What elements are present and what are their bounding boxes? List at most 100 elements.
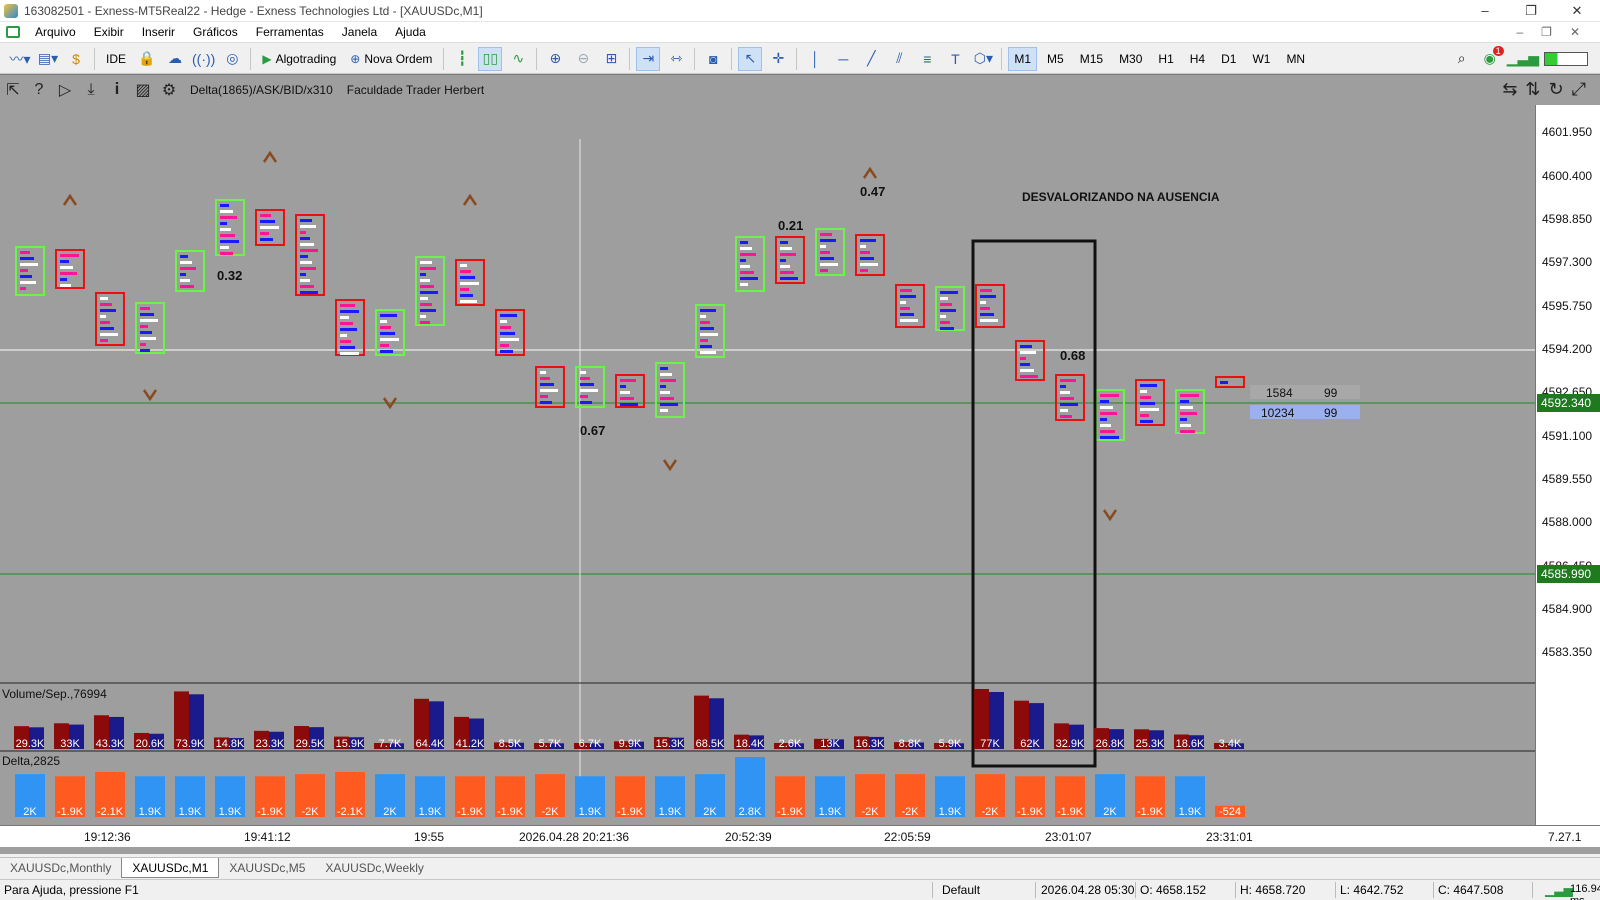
menu-ajuda[interactable]: Ajuda xyxy=(395,25,426,39)
timeframe-w1[interactable]: W1 xyxy=(1252,51,1271,66)
timeframe-d1[interactable]: D1 xyxy=(1221,51,1237,66)
chart-shift-icon[interactable]: ⇿ xyxy=(670,50,683,66)
cloud-icon[interactable]: ☁ xyxy=(168,50,183,66)
timeframe-m30[interactable]: M30 xyxy=(1119,51,1143,66)
footprint-volume-bar xyxy=(420,285,434,288)
delta-bar xyxy=(895,774,925,817)
line-chart-icon[interactable]: ∿ xyxy=(512,50,525,66)
delta-bar xyxy=(375,774,405,817)
channel-icon[interactable]: ⫽ xyxy=(896,50,903,66)
tab-m1[interactable]: XAUUSDc,M1 xyxy=(121,858,220,878)
volume-bar-sell xyxy=(414,698,429,749)
delta-value-label: -2.1K xyxy=(97,806,124,818)
volume-bar-buy xyxy=(949,743,964,749)
ide-button[interactable]: IDE xyxy=(106,51,127,66)
vertical-line-icon[interactable]: │ xyxy=(811,50,820,67)
timeframe-m15[interactable]: M15 xyxy=(1079,51,1104,66)
price-axis[interactable]: 4601.950 4600.400 4598.850 4597.300 4595.750… xyxy=(1535,105,1600,825)
algotrading-button[interactable]: ▶ Algotrading xyxy=(257,47,341,71)
trendline-icon[interactable]: ╱ xyxy=(867,50,876,66)
tab-m5[interactable]: XAUUSDc,M5 xyxy=(229,861,306,875)
zoom-out-icon[interactable]: ⊖ xyxy=(577,50,590,66)
minimize-button[interactable]: – xyxy=(1481,3,1489,18)
signal-strength-icon[interactable]: ▁▃▅ xyxy=(1506,50,1539,66)
volume-bar-buy xyxy=(589,743,604,749)
footprint-volume-bar xyxy=(620,403,638,406)
footprint-volume-bar xyxy=(1140,420,1153,423)
horizontal-line-icon[interactable]: ─ xyxy=(838,50,849,67)
volume-bar-buy xyxy=(189,694,204,749)
shapes-icon[interactable]: ⬡▾ xyxy=(973,50,993,66)
info-icon[interactable]: 𝐢 xyxy=(114,81,120,98)
lock-icon[interactable]: 🔒 xyxy=(138,50,156,66)
timeframe-h4[interactable]: H4 xyxy=(1189,51,1206,66)
chart-type-icon[interactable]: 〰▾ xyxy=(9,50,31,67)
money-icon[interactable]: $ xyxy=(72,50,80,67)
close-button[interactable]: ✕ xyxy=(1571,3,1583,18)
menu-inserir[interactable]: Inserir xyxy=(141,25,176,39)
vertical-arrows-icon[interactable]: ⇅ xyxy=(1525,79,1541,99)
fibonacci-icon[interactable]: ≡ xyxy=(923,50,932,67)
settings-gear-icon[interactable]: ⚙ xyxy=(161,82,177,99)
bar-chart-icon[interactable]: ┇ xyxy=(458,50,467,66)
menu-graficos[interactable]: Gráficos xyxy=(193,25,238,39)
footprint-volume-bar xyxy=(1060,415,1072,418)
collapse-icon[interactable]: ⇱ xyxy=(6,82,20,99)
footprint-volume-bar xyxy=(300,219,312,222)
footprint-candle xyxy=(255,209,285,246)
tab-monthly[interactable]: XAUUSDc,Monthly xyxy=(10,861,112,875)
footprint-volume-bar xyxy=(1060,397,1074,400)
profile-name: Default xyxy=(942,883,981,897)
delta-value-label: 2K xyxy=(23,806,37,818)
signal-icon[interactable]: ((·)) xyxy=(192,50,216,67)
search-icon[interactable]: ⌕ xyxy=(1457,50,1466,66)
menu-arquivo[interactable]: Arquivo xyxy=(35,25,76,39)
down-chevron-icon xyxy=(382,397,398,410)
expand-icon[interactable]: ⤢ xyxy=(1571,79,1586,99)
time-axis[interactable]: 19:12:36 19:41:12 19:55 2026.04.28 20:21… xyxy=(0,825,1600,847)
help-icon[interactable]: ? xyxy=(34,81,44,98)
play-triangle-icon[interactable]: ▷ xyxy=(58,82,72,99)
time-label: 23:31:01 xyxy=(1206,830,1253,844)
footprint-volume-bar xyxy=(740,253,756,256)
download-icon[interactable]: ⤓ xyxy=(87,81,95,98)
tab-weekly[interactable]: XAUUSDc,Weekly xyxy=(325,861,424,875)
volume-value-label: 26.8K xyxy=(1096,738,1125,750)
text-icon[interactable]: T xyxy=(951,50,960,67)
swap-arrows-icon[interactable]: ⇆ xyxy=(1502,79,1518,99)
footprint-volume-bar xyxy=(500,332,515,335)
refresh-icon[interactable]: ↻ xyxy=(1548,79,1564,99)
restore-button[interactable]: ❐ xyxy=(1525,3,1537,18)
footprint-volume-bar xyxy=(1180,406,1193,409)
footprint-volume-bar xyxy=(980,319,998,322)
timeframe-m5[interactable]: M5 xyxy=(1047,51,1064,66)
child-restore-button[interactable]: ❐ xyxy=(1541,25,1552,39)
child-minimize-button[interactable]: – xyxy=(1516,25,1524,39)
chart-window[interactable]: ⇱ ? ▷ ⤓ 𝐢 ▨ ⚙ Delta(1865)/ASK/BID/x310 F… xyxy=(0,74,1600,854)
menu-exibir[interactable]: Exibir xyxy=(93,25,124,39)
volume-bar-buy xyxy=(669,737,684,749)
autoscroll-icon[interactable]: ⇥ xyxy=(636,46,661,71)
crosshair-icon[interactable]: ✛ xyxy=(772,50,785,66)
zoom-in-icon[interactable]: ⊕ xyxy=(549,50,562,66)
templates-icon[interactable]: ▤▾ xyxy=(37,50,59,66)
timeframe-mn[interactable]: MN xyxy=(1286,51,1306,66)
notifications-icon[interactable]: ◉ 1 xyxy=(1478,45,1504,71)
vps-icon[interactable]: ◎ xyxy=(226,50,239,66)
timeframe-h1[interactable]: H1 xyxy=(1158,51,1174,66)
timeframe-m1[interactable]: M1 xyxy=(1008,46,1038,71)
screenshot-icon[interactable]: ◙ xyxy=(709,50,718,67)
child-close-button[interactable]: ✕ xyxy=(1569,25,1580,39)
menu-ferramentas[interactable]: Ferramentas xyxy=(255,25,324,39)
chart-window-icon[interactable] xyxy=(6,26,20,38)
cursor-icon[interactable]: ↖ xyxy=(738,46,763,71)
candles-icon[interactable]: ▯▯ xyxy=(478,46,503,71)
delta-value-label: -1.9K xyxy=(1057,806,1084,818)
menu-janela[interactable]: Janela xyxy=(341,25,378,39)
tile-windows-icon[interactable]: ⊞ xyxy=(605,50,618,66)
image-icon[interactable]: ▨ xyxy=(135,82,151,99)
chart-canvas[interactable]: Volume/Sep.,76994 Delta,2825 DESVALORIZAND… xyxy=(0,105,1535,825)
footprint-volume-bar xyxy=(100,339,108,342)
new-order-button[interactable]: ⊕ Nova Ordem xyxy=(345,47,437,71)
up-chevron-icon xyxy=(462,193,478,206)
